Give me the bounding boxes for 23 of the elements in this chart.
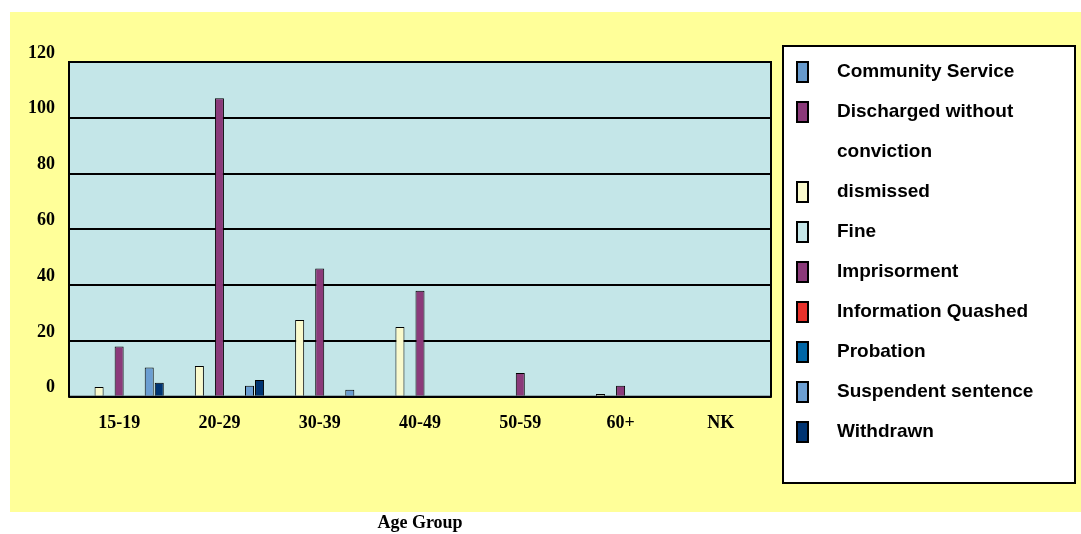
x-tick-label: 50-59 (499, 412, 542, 433)
y-tick-label: 100 (28, 97, 55, 118)
legend-label: Imprisorment (837, 259, 960, 283)
x-tick-label: 30-39 (298, 412, 341, 433)
legend-label: Information Quashed (837, 299, 1030, 323)
legend-label: Probation (837, 339, 927, 363)
x-tick-label: 40-49 (399, 412, 441, 433)
y-tick-label: 120 (28, 41, 55, 62)
legend-label: dismissed (837, 179, 931, 203)
y-tick-label: 0 (46, 376, 55, 397)
x-axis-title: Age Group (377, 511, 463, 532)
y-tick-label: 80 (37, 153, 55, 174)
x-tick-label: NK (707, 412, 735, 433)
legend-label: Withdrawn (837, 419, 935, 443)
x-tick-label: 60+ (606, 412, 635, 433)
legend-label: Community Service (837, 59, 1016, 83)
legend-label: Fine (837, 219, 878, 243)
y-tick-label: 60 (37, 209, 55, 230)
x-tick-label: 15-19 (98, 412, 141, 433)
y-tick-label: 40 (37, 264, 55, 285)
y-tick-label: 20 (37, 320, 55, 341)
legend-label: Suspendent sentence (837, 379, 1035, 403)
x-tick-label: 20-29 (198, 412, 241, 433)
